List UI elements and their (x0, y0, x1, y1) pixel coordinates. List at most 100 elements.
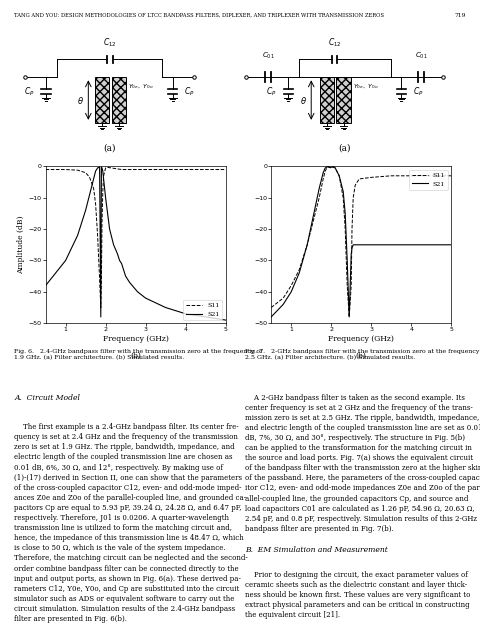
S11 (98, 303, 104, 311)
Text: Fig. 6.   2.4-GHz bandpass filter with the transmission zero at the frequency of: Fig. 6. 2.4-GHz bandpass filter with the… (14, 349, 263, 360)
S21 (328, 163, 334, 171)
S21 (428, 241, 434, 248)
S11 (304, 241, 310, 248)
S21 (304, 241, 310, 248)
S21 (388, 241, 394, 248)
Text: $C_P$: $C_P$ (266, 85, 276, 98)
S11 (325, 163, 331, 171)
S21 (325, 163, 331, 170)
S11 (326, 163, 332, 171)
S21 (96, 163, 103, 171)
S21 (143, 294, 148, 302)
S11 (368, 173, 374, 181)
S11 (117, 165, 122, 173)
S11 (135, 166, 141, 173)
S11 (115, 165, 120, 173)
S11 (75, 166, 81, 174)
S21 (103, 194, 108, 202)
X-axis label: Frequency (GHz): Frequency (GHz) (103, 335, 168, 343)
Text: $C_P$: $C_P$ (24, 85, 35, 98)
S21 (344, 257, 350, 264)
S11 (223, 166, 228, 173)
S21 (316, 184, 322, 192)
S21 (127, 278, 132, 286)
S21 (183, 310, 189, 317)
S21 (98, 313, 104, 321)
S11 (349, 225, 355, 233)
S21 (346, 313, 352, 321)
Bar (95, 77, 109, 123)
S11 (330, 163, 336, 171)
S11 (105, 163, 110, 171)
S21 (63, 257, 69, 264)
S11 (288, 282, 294, 289)
S11 (408, 172, 414, 180)
Bar (320, 77, 334, 123)
S11 (356, 175, 362, 183)
S11 (203, 166, 208, 173)
S11 (98, 275, 104, 283)
S11 (63, 166, 69, 173)
Text: $C_{01}$: $C_{01}$ (415, 51, 428, 61)
S11 (127, 166, 132, 173)
S21 (123, 272, 129, 280)
S11 (268, 303, 274, 311)
S21 (336, 172, 342, 180)
S11 (95, 232, 100, 239)
S21 (43, 282, 48, 289)
Bar (336, 77, 351, 123)
S11 (336, 172, 342, 180)
Y-axis label: Amplitude (dB): Amplitude (dB) (18, 216, 25, 274)
S21 (348, 250, 354, 258)
Text: Fig. 7.   2-GHz bandpass filter with the transmission zero at the frequency of
2: Fig. 7. 2-GHz bandpass filter with the t… (245, 349, 480, 360)
S21 (121, 266, 127, 274)
Text: B.  EM Simulation and Measurement: B. EM Simulation and Measurement (245, 547, 388, 554)
Text: (a): (a) (103, 143, 116, 152)
Text: $C_P$: $C_P$ (184, 85, 195, 98)
S11 (107, 164, 112, 172)
S11 (388, 172, 394, 180)
Text: $Y_{0e},\ Y_{0o}$: $Y_{0e},\ Y_{0o}$ (129, 82, 154, 91)
S11 (163, 166, 168, 173)
S11 (183, 166, 189, 173)
S21 (87, 191, 93, 198)
S11 (96, 275, 103, 283)
Line: S21: S21 (271, 166, 451, 317)
S21 (408, 241, 414, 248)
Legend: S11, S21: S11, S21 (183, 300, 222, 320)
S11 (328, 164, 334, 172)
S11 (323, 167, 328, 175)
S21 (356, 241, 362, 248)
S11 (100, 188, 106, 195)
Text: Prior to designing the circuit, the exact parameter values of
ceramic sheets suc: Prior to designing the circuit, the exac… (245, 571, 470, 620)
S11 (143, 166, 148, 173)
Text: TANG AND YOU: DESIGN METHODOLOGIES OF LTCC BANDPASS FILTERS, DIPLEXER, AND TRIPL: TANG AND YOU: DESIGN METHODOLOGIES OF LT… (14, 13, 384, 18)
X-axis label: Frequency (GHz): Frequency (GHz) (328, 335, 394, 343)
Legend: S11, S21: S11, S21 (409, 170, 448, 189)
S21 (320, 169, 326, 177)
S11 (83, 169, 88, 177)
Text: $C_{01}$: $C_{01}$ (262, 51, 275, 61)
S11 (329, 163, 335, 171)
S11 (101, 172, 107, 180)
S11 (448, 172, 454, 180)
Text: (a): (a) (338, 143, 351, 152)
Text: $C_{12}$: $C_{12}$ (103, 36, 117, 49)
S21 (75, 232, 81, 239)
S11 (342, 225, 348, 233)
Line: S11: S11 (271, 167, 451, 317)
S21 (280, 301, 286, 308)
S21 (352, 241, 358, 248)
S21 (324, 163, 330, 170)
S11 (340, 194, 346, 202)
S11 (348, 282, 354, 289)
S21 (223, 316, 228, 324)
Text: $C_P$: $C_P$ (413, 85, 423, 98)
S11 (119, 166, 124, 173)
Text: $Y_{0e},\ Y_{0o}$: $Y_{0e},\ Y_{0o}$ (353, 82, 379, 91)
S11 (103, 164, 108, 172)
S21 (342, 209, 348, 217)
Bar (111, 77, 126, 123)
S21 (163, 303, 168, 311)
S21 (95, 164, 100, 172)
